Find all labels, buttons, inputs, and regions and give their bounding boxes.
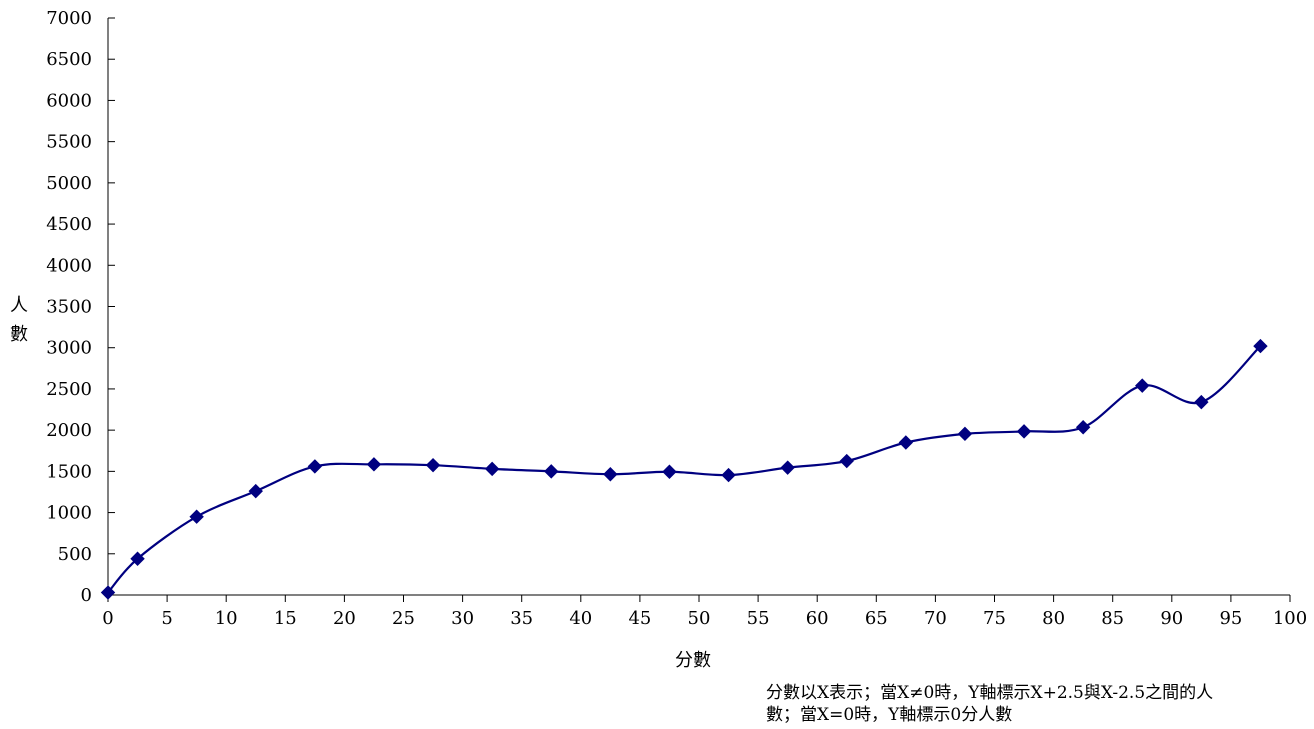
y-tick-label: 1500 [46, 461, 92, 482]
x-tick-label: 90 [1160, 608, 1183, 629]
x-tick-label: 100 [1273, 608, 1307, 629]
y-tick-label: 1000 [46, 503, 92, 524]
x-tick-label: 85 [1101, 608, 1124, 629]
data-point-marker [780, 460, 795, 475]
y-tick-label: 4500 [46, 214, 92, 235]
data-point-marker [100, 585, 116, 600]
data-point-marker [1135, 378, 1150, 393]
data-point-marker [1253, 338, 1268, 354]
x-tick-label: 45 [628, 608, 651, 629]
x-axis-title: 分數 [675, 650, 711, 671]
footnote-line-1: 分數以X表示；當X≠0時，Y軸標示X+2.5與X-2.5之間的人 [766, 683, 1214, 703]
y-axis-title-char-2: 數 [10, 324, 28, 345]
x-tick-label: 80 [1042, 608, 1065, 629]
x-tick-label: 35 [510, 608, 533, 629]
data-point-marker [189, 509, 204, 524]
y-tick-label: 3500 [46, 297, 92, 318]
x-tick-label: 55 [747, 608, 770, 629]
y-tick-label: 3000 [46, 338, 92, 359]
data-point-marker [130, 551, 145, 566]
y-tick-label: 7000 [46, 8, 92, 29]
y-tick-label: 4000 [46, 255, 92, 276]
y-tick-label: 500 [58, 544, 92, 565]
footnote-line-2: 數；當X=0時，Y軸標示0分人數 [766, 705, 1013, 725]
data-point-marker [957, 426, 973, 442]
y-axis: 0 500 1000 1500 2000 2500 3000 3500 4000 4500 5000… [46, 8, 115, 606]
y-tick-label: 6500 [46, 49, 92, 70]
x-tick-label: 0 [102, 608, 113, 629]
x-tick-label: 60 [806, 608, 829, 629]
y-tick-label: 5500 [46, 132, 92, 153]
data-point-marker [1194, 394, 1209, 410]
x-tick-label: 15 [274, 608, 297, 629]
series-line [107, 345, 1262, 594]
y-tick-label: 2500 [46, 379, 92, 400]
x-tick-label: 30 [451, 608, 474, 629]
data-point-marker [307, 459, 323, 474]
data-point-marker [484, 461, 500, 477]
data-point-marker [544, 464, 559, 479]
x-tick-label: 40 [569, 608, 592, 629]
y-tick-label: 5000 [46, 173, 92, 194]
data-point-marker [1016, 424, 1032, 439]
data-point-marker [898, 435, 914, 450]
data-point-marker [839, 453, 854, 469]
data-point-marker [248, 483, 263, 499]
x-tick-label: 20 [333, 608, 356, 629]
x-tick-label: 65 [865, 608, 888, 629]
data-point-marker [1075, 420, 1091, 435]
x-axis: 0 5 10 15 20 25 30 35 40 45 50 55 60 65 70 75 80 85 90 95 10… [102, 594, 1307, 629]
data-point-marker [366, 457, 382, 472]
data-point-marker [603, 467, 618, 482]
x-tick-label: 70 [924, 608, 947, 629]
chart-footnote: 分數以X表示；當X≠0時，Y軸標示X+2.5與X-2.5之間的人 數；當X=0時… [766, 682, 1306, 726]
y-axis-title-char-1: 人 [10, 295, 28, 316]
data-point-marker [721, 467, 736, 483]
x-tick-label: 25 [392, 608, 415, 629]
series-layer [100, 338, 1268, 600]
x-tick-label: 95 [1219, 608, 1242, 629]
data-point-marker [425, 457, 441, 473]
data-point-marker [662, 464, 677, 479]
x-tick-label: 5 [161, 608, 172, 629]
x-tick-label: 50 [688, 608, 711, 629]
y-tick-label: 0 [81, 585, 92, 606]
y-tick-label: 2000 [46, 420, 92, 441]
x-tick-label: 10 [215, 608, 238, 629]
x-tick-label: 75 [983, 608, 1006, 629]
y-tick-label: 6000 [46, 90, 92, 111]
